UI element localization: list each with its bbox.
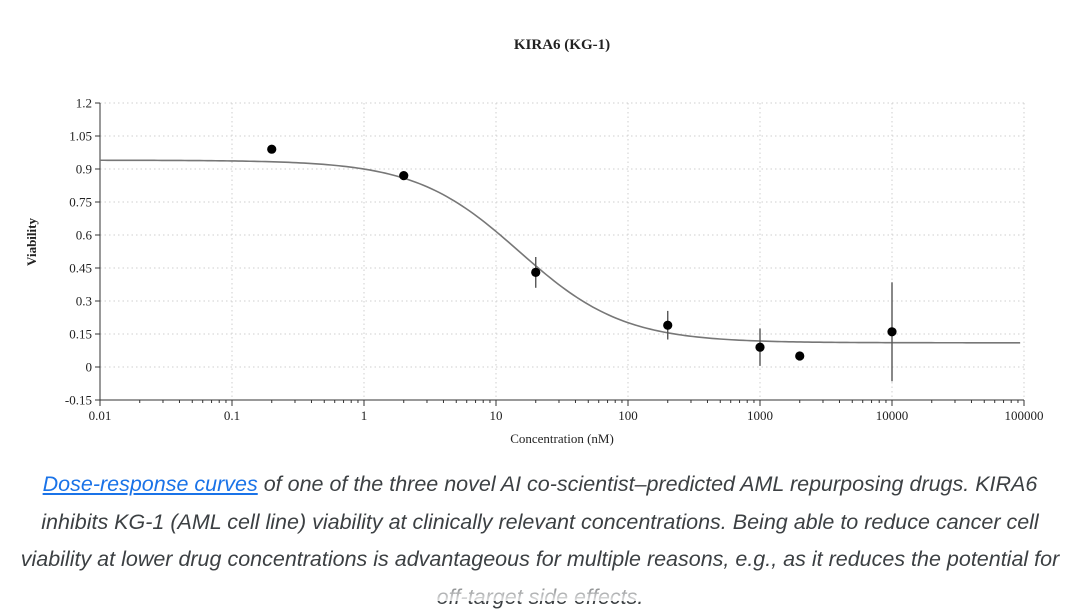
y-tick-label: 0.6 [76,228,93,243]
y-tick-label: 0.3 [76,294,92,309]
y-tick-label: 1.05 [69,129,92,144]
y-tick-label: 0.45 [69,261,92,276]
x-tick-label: 1000 [747,408,773,423]
chart-title: KIRA6 (KG-1) [514,37,610,53]
y-tick-label: 0.15 [69,327,92,342]
data-point [887,327,897,337]
x-tick-label: 10 [490,408,503,423]
y-tick-label: -0.15 [65,393,92,408]
x-axis-ticks: 0.01 0.1 1 10 100 1000 10000 100000 [89,400,1044,423]
x-axis-label: Concentration (nM) [510,431,614,446]
data-point [399,171,409,181]
dose-response-link[interactable]: Dose-response curves [42,472,258,496]
data-point [755,342,765,352]
data-point [795,351,805,361]
caption-text: of one of the three novel AI co-scientis… [20,472,1060,609]
data-point [531,267,541,277]
data-points [267,144,897,382]
y-tick-label: 1.2 [76,96,92,111]
dose-response-chart: KIRA6 (KG-1) -0.15 0 0.15 0.3 0.45 0.6 0.75 0.9… [24,37,1044,446]
grid-lines [99,102,1025,401]
x-tick-label: 1 [361,408,368,423]
data-point [663,320,673,330]
y-tick-label: 0.9 [76,162,92,177]
figure-caption: Dose-response curves of one of the three… [20,466,1060,616]
x-tick-label: 100000 [1005,408,1044,423]
y-tick-label: 0.75 [69,195,92,210]
y-axis-label: Viability [24,218,39,266]
x-tick-label: 0.1 [224,408,240,423]
y-tick-label: 0 [86,360,93,375]
x-tick-label: 0.01 [89,408,112,423]
x-tick-label: 100 [618,408,638,423]
x-tick-label: 10000 [876,408,909,423]
fit-curve [100,159,1021,344]
y-axis-ticks: -0.15 0 0.15 0.3 0.45 0.6 0.75 0.9 1.05 1.2 [65,96,100,408]
axes [99,103,1024,401]
data-point [267,144,277,154]
